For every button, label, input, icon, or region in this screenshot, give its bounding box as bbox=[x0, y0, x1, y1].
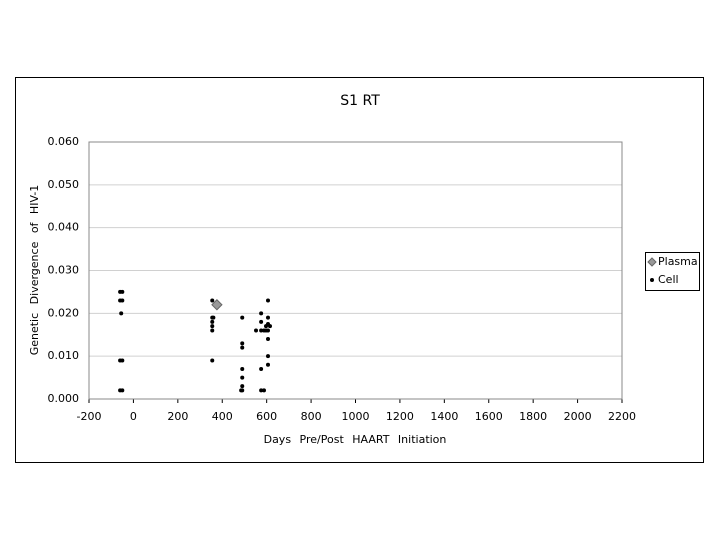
point bbox=[211, 315, 216, 320]
y-tick-label: 0.030 bbox=[48, 264, 80, 277]
legend-marker bbox=[647, 257, 657, 267]
x-tick-label: 1000 bbox=[342, 410, 370, 423]
x-tick-label: 1600 bbox=[475, 410, 503, 423]
point bbox=[240, 375, 245, 380]
x-tick-label: 200 bbox=[167, 410, 188, 423]
y-tick-label: 0.010 bbox=[48, 349, 80, 362]
x-tick-label: -200 bbox=[77, 410, 102, 423]
point bbox=[265, 298, 270, 303]
point bbox=[240, 384, 245, 389]
point bbox=[259, 388, 264, 393]
point bbox=[265, 337, 270, 342]
point bbox=[210, 328, 215, 333]
point bbox=[267, 324, 272, 329]
point bbox=[259, 311, 264, 316]
point bbox=[210, 298, 215, 303]
legend-marker bbox=[650, 278, 654, 282]
point bbox=[265, 362, 270, 367]
plot-area bbox=[88, 141, 623, 400]
legend-box bbox=[645, 252, 700, 291]
chart-title: S1 RT bbox=[340, 93, 380, 109]
point bbox=[210, 319, 215, 324]
y-tick-label: 0.060 bbox=[48, 135, 80, 148]
diamond-point bbox=[211, 299, 223, 311]
point bbox=[240, 341, 245, 346]
x-tick-label: 400 bbox=[212, 410, 233, 423]
x-tick-label: 1400 bbox=[430, 410, 458, 423]
point bbox=[265, 315, 270, 320]
point bbox=[120, 298, 125, 303]
x-tick-label: 1200 bbox=[386, 410, 414, 423]
point bbox=[259, 367, 264, 372]
point bbox=[240, 345, 245, 350]
x-tick-label: 1800 bbox=[519, 410, 547, 423]
point bbox=[239, 388, 244, 393]
y-tick-label: 0.020 bbox=[48, 306, 80, 319]
y-tick-label: 0.040 bbox=[48, 221, 80, 234]
legend-label: Cell bbox=[658, 273, 679, 286]
point bbox=[120, 358, 125, 363]
point bbox=[259, 328, 264, 333]
point bbox=[262, 388, 267, 393]
y-tick-label: 0.050 bbox=[48, 178, 80, 191]
point bbox=[210, 358, 215, 363]
point bbox=[259, 319, 264, 324]
point bbox=[119, 311, 124, 316]
x-tick-label: 800 bbox=[301, 410, 322, 423]
point bbox=[254, 328, 259, 333]
legend-label: Plasma bbox=[658, 255, 698, 268]
point bbox=[265, 328, 270, 333]
point bbox=[240, 367, 245, 372]
x-tick-label: 2000 bbox=[564, 410, 592, 423]
x-tick-label: 2200 bbox=[608, 410, 636, 423]
x-tick-label: 600 bbox=[256, 410, 277, 423]
point bbox=[265, 354, 270, 359]
x-axis-label: Days Pre/Post HAART Initiation bbox=[264, 433, 447, 446]
y-axis-label: Genetic Divergence of HIV-1 bbox=[28, 185, 41, 356]
point bbox=[120, 289, 125, 294]
point bbox=[120, 388, 125, 393]
x-tick-label: 0 bbox=[130, 410, 137, 423]
y-tick-label: 0.000 bbox=[48, 392, 80, 405]
point bbox=[240, 315, 245, 320]
point bbox=[210, 324, 215, 329]
